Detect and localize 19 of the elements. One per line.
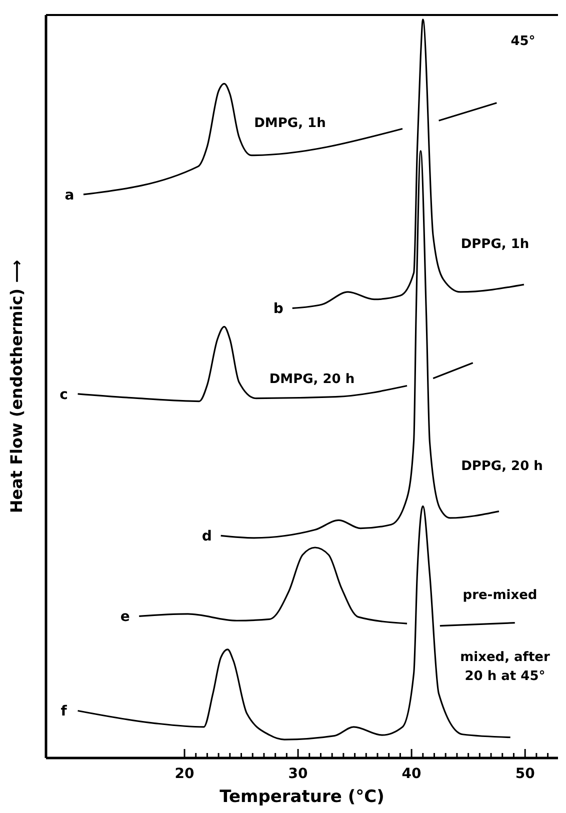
annotation: DMPG, 20 h	[269, 372, 355, 387]
annotation: DMPG, 1h	[254, 116, 326, 131]
annotation: DPPG, 1h	[460, 237, 530, 252]
x-tick-label: 30	[288, 766, 308, 782]
annotation: 45°	[510, 34, 536, 49]
series-label: e	[120, 609, 130, 626]
y-axis-title: Heat Flow (endothermic) ⟶	[7, 260, 26, 514]
annotation: mixed, after 20 h at 45°	[460, 650, 551, 684]
series-label: c	[60, 386, 68, 403]
x-tick-label: 50	[515, 766, 536, 782]
annotation: DPPG, 20 h	[461, 459, 543, 474]
x-tick-label: 20	[174, 766, 194, 782]
series-label: b	[273, 301, 284, 318]
annotation: pre-mixed	[462, 588, 538, 603]
x-tick-label: 40	[402, 766, 422, 782]
series-label: f	[60, 704, 68, 720]
series-label: d	[202, 528, 212, 545]
series-label: a	[64, 187, 74, 204]
x-axis-title: Temperature (°C)	[220, 787, 384, 807]
